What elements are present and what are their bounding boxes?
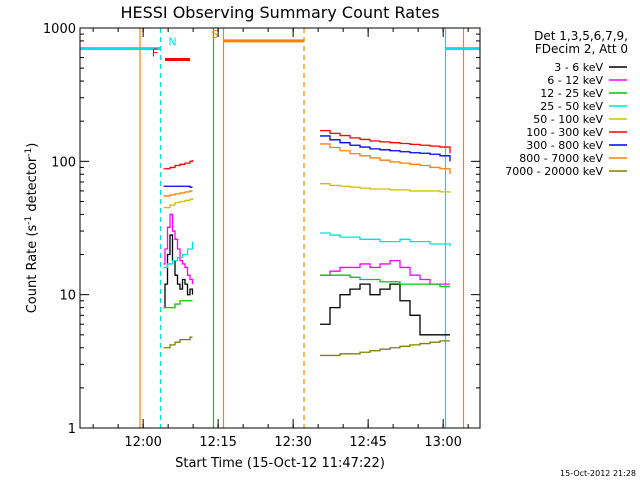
legend-entry-label: 25 - 50 keV — [540, 100, 603, 113]
legend-entry-label: 12 - 25 keV — [540, 87, 603, 100]
legend-entry-label: 50 - 100 keV — [533, 113, 603, 126]
plot-frame — [79, 27, 481, 429]
series-line-0 — [163, 234, 194, 309]
x-tick-label: 12:30 — [274, 435, 311, 450]
y-axis-label: Count Rate (s-1 detector-1) — [24, 143, 40, 314]
flag-label-S: S — [212, 28, 219, 41]
series-line-3 — [163, 241, 194, 269]
chart-title: HESSI Observing Summary Count Rates — [120, 3, 439, 22]
x-tick-label: 12:15 — [199, 435, 236, 450]
series-line-7 — [163, 190, 193, 197]
timestamp: 15-Oct-2012 21:28 — [560, 469, 636, 478]
series-line-6 — [320, 135, 451, 162]
y-tick-label: 1000 — [43, 22, 76, 37]
series-line-2 — [320, 274, 450, 288]
legend-entry-label: 800 - 7000 keV — [519, 152, 603, 165]
series-line-1 — [320, 259, 450, 285]
legend-entry-label: 300 - 800 keV — [526, 139, 603, 152]
y-tick-label: 10 — [59, 289, 76, 304]
x-tick-label: 13:00 — [424, 435, 461, 450]
legend-entry-label: 100 - 300 keV — [526, 126, 603, 139]
y-tick-label: 1 — [68, 422, 76, 437]
legend-entry-label: 3 - 6 keV — [554, 61, 603, 74]
series-line-8 — [163, 336, 193, 349]
legend-header-line-1: Det 1,3,5,6,7,9, — [534, 29, 628, 43]
x-tick-label: 12:45 — [349, 435, 386, 450]
legend-header-line-2: FDecim 2, Att 0 — [535, 42, 628, 56]
y-tick-label: 100 — [51, 155, 76, 170]
x-axis-label: Start Time (15-Oct-12 11:47:22) — [175, 456, 385, 471]
legend: Det 1,3,5,6,7,9, FDecim 2, Att 0 3 - 6 k… — [505, 29, 628, 178]
series-line-5 — [320, 129, 451, 154]
x-tick-label: 12:00 — [124, 435, 161, 450]
flag-label-F: F — [152, 47, 158, 60]
legend-entry-label: 6 - 12 keV — [547, 74, 603, 87]
plot-area: 1 10 100 1000 12:00 12:15 12:30 12:45 13:00 NF S — [43, 22, 481, 450]
series-line-6 — [163, 185, 193, 188]
series-line-4 — [320, 183, 451, 193]
series-line-5 — [163, 160, 194, 170]
series-line-8 — [320, 340, 450, 357]
series-line-0 — [320, 283, 450, 336]
legend-entry-label: 7000 - 20000 keV — [505, 165, 603, 178]
series-line-3 — [320, 232, 451, 247]
series-line-1 — [163, 213, 194, 285]
flag-label-N: N — [168, 36, 176, 49]
series-line-4 — [163, 198, 194, 209]
series-line-7 — [320, 143, 451, 175]
series-line-2 — [163, 300, 193, 309]
